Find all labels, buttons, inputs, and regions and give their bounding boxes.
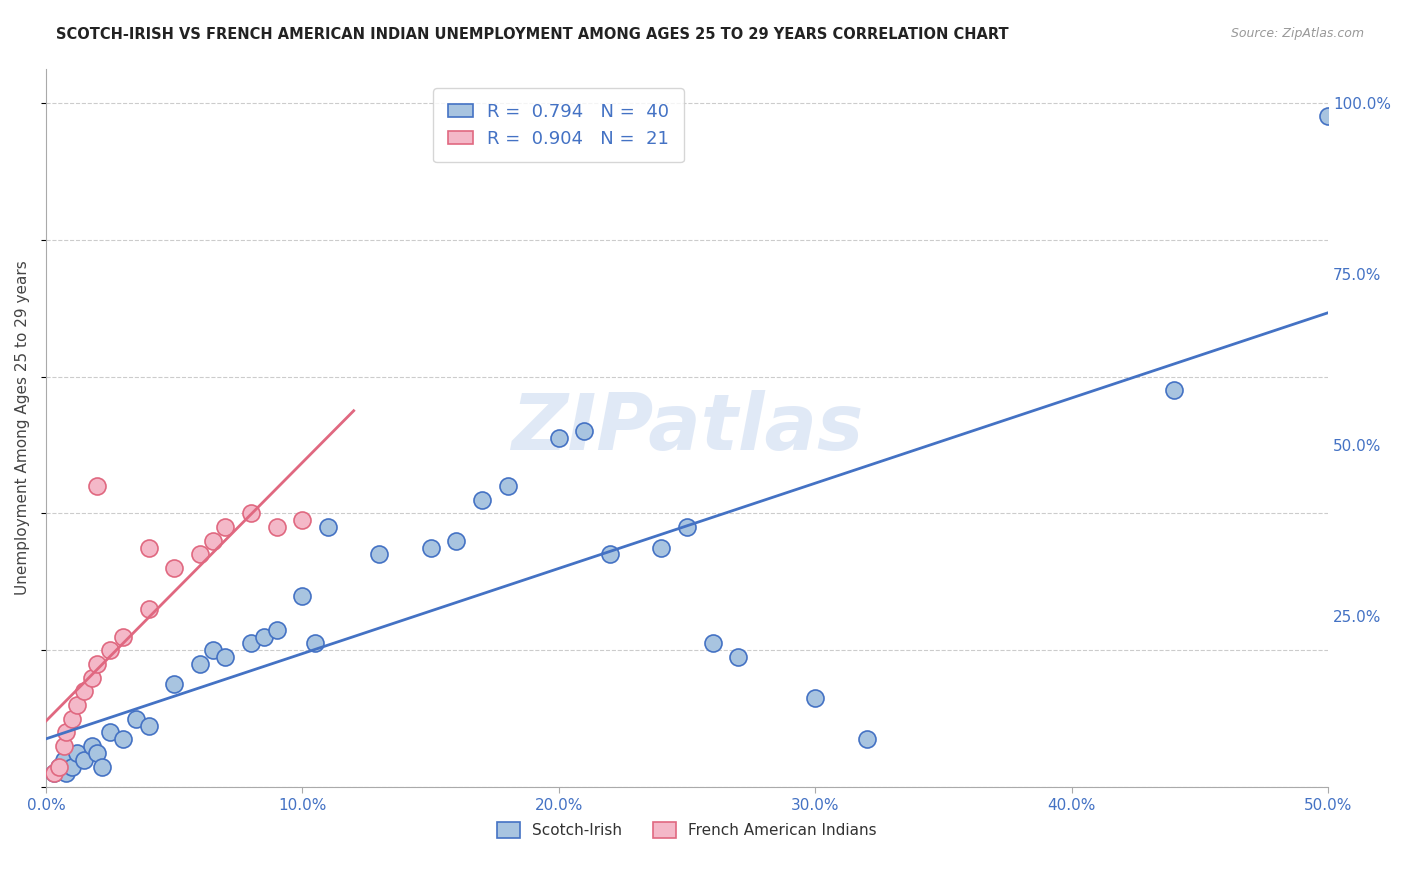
Text: ZIPatlas: ZIPatlas xyxy=(510,390,863,466)
Text: SCOTCH-IRISH VS FRENCH AMERICAN INDIAN UNEMPLOYMENT AMONG AGES 25 TO 29 YEARS CO: SCOTCH-IRISH VS FRENCH AMERICAN INDIAN U… xyxy=(56,27,1010,42)
Point xyxy=(138,602,160,616)
Point xyxy=(650,541,672,555)
Point xyxy=(316,520,339,534)
Point xyxy=(240,636,263,650)
Point xyxy=(66,746,89,760)
Point xyxy=(73,753,96,767)
Point xyxy=(599,548,621,562)
Point xyxy=(60,712,83,726)
Point xyxy=(201,643,224,657)
Point xyxy=(42,766,65,780)
Point xyxy=(702,636,724,650)
Point xyxy=(86,657,108,671)
Point xyxy=(496,479,519,493)
Point xyxy=(266,520,288,534)
Point xyxy=(804,691,827,706)
Point xyxy=(163,677,186,691)
Point xyxy=(52,739,75,753)
Point xyxy=(42,766,65,780)
Point xyxy=(188,548,211,562)
Point xyxy=(201,533,224,548)
Point xyxy=(91,759,114,773)
Point xyxy=(138,718,160,732)
Point xyxy=(291,589,314,603)
Point xyxy=(214,650,236,665)
Point xyxy=(125,712,148,726)
Point xyxy=(574,424,596,438)
Point xyxy=(214,520,236,534)
Point xyxy=(55,766,77,780)
Legend: Scotch-Irish, French American Indians: Scotch-Irish, French American Indians xyxy=(491,816,883,844)
Point xyxy=(66,698,89,712)
Point xyxy=(727,650,749,665)
Point xyxy=(855,732,877,747)
Point xyxy=(188,657,211,671)
Point xyxy=(138,541,160,555)
Point xyxy=(676,520,699,534)
Point xyxy=(52,753,75,767)
Point xyxy=(98,643,121,657)
Point xyxy=(304,636,326,650)
Point xyxy=(1317,110,1340,124)
Text: Source: ZipAtlas.com: Source: ZipAtlas.com xyxy=(1230,27,1364,40)
Point xyxy=(73,684,96,698)
Point xyxy=(1163,383,1185,397)
Point xyxy=(419,541,441,555)
Point xyxy=(471,492,494,507)
Point xyxy=(111,630,134,644)
Point xyxy=(111,732,134,747)
Point xyxy=(98,725,121,739)
Point xyxy=(547,431,569,445)
Point xyxy=(60,759,83,773)
Point xyxy=(82,671,104,685)
Point xyxy=(291,513,314,527)
Point xyxy=(86,746,108,760)
Point xyxy=(48,759,70,773)
Point xyxy=(266,623,288,637)
Point xyxy=(48,759,70,773)
Point xyxy=(446,533,468,548)
Point xyxy=(240,507,263,521)
Point xyxy=(86,479,108,493)
Point xyxy=(55,725,77,739)
Y-axis label: Unemployment Among Ages 25 to 29 years: Unemployment Among Ages 25 to 29 years xyxy=(15,260,30,595)
Point xyxy=(253,630,276,644)
Point xyxy=(368,548,391,562)
Point xyxy=(82,739,104,753)
Point xyxy=(163,561,186,575)
